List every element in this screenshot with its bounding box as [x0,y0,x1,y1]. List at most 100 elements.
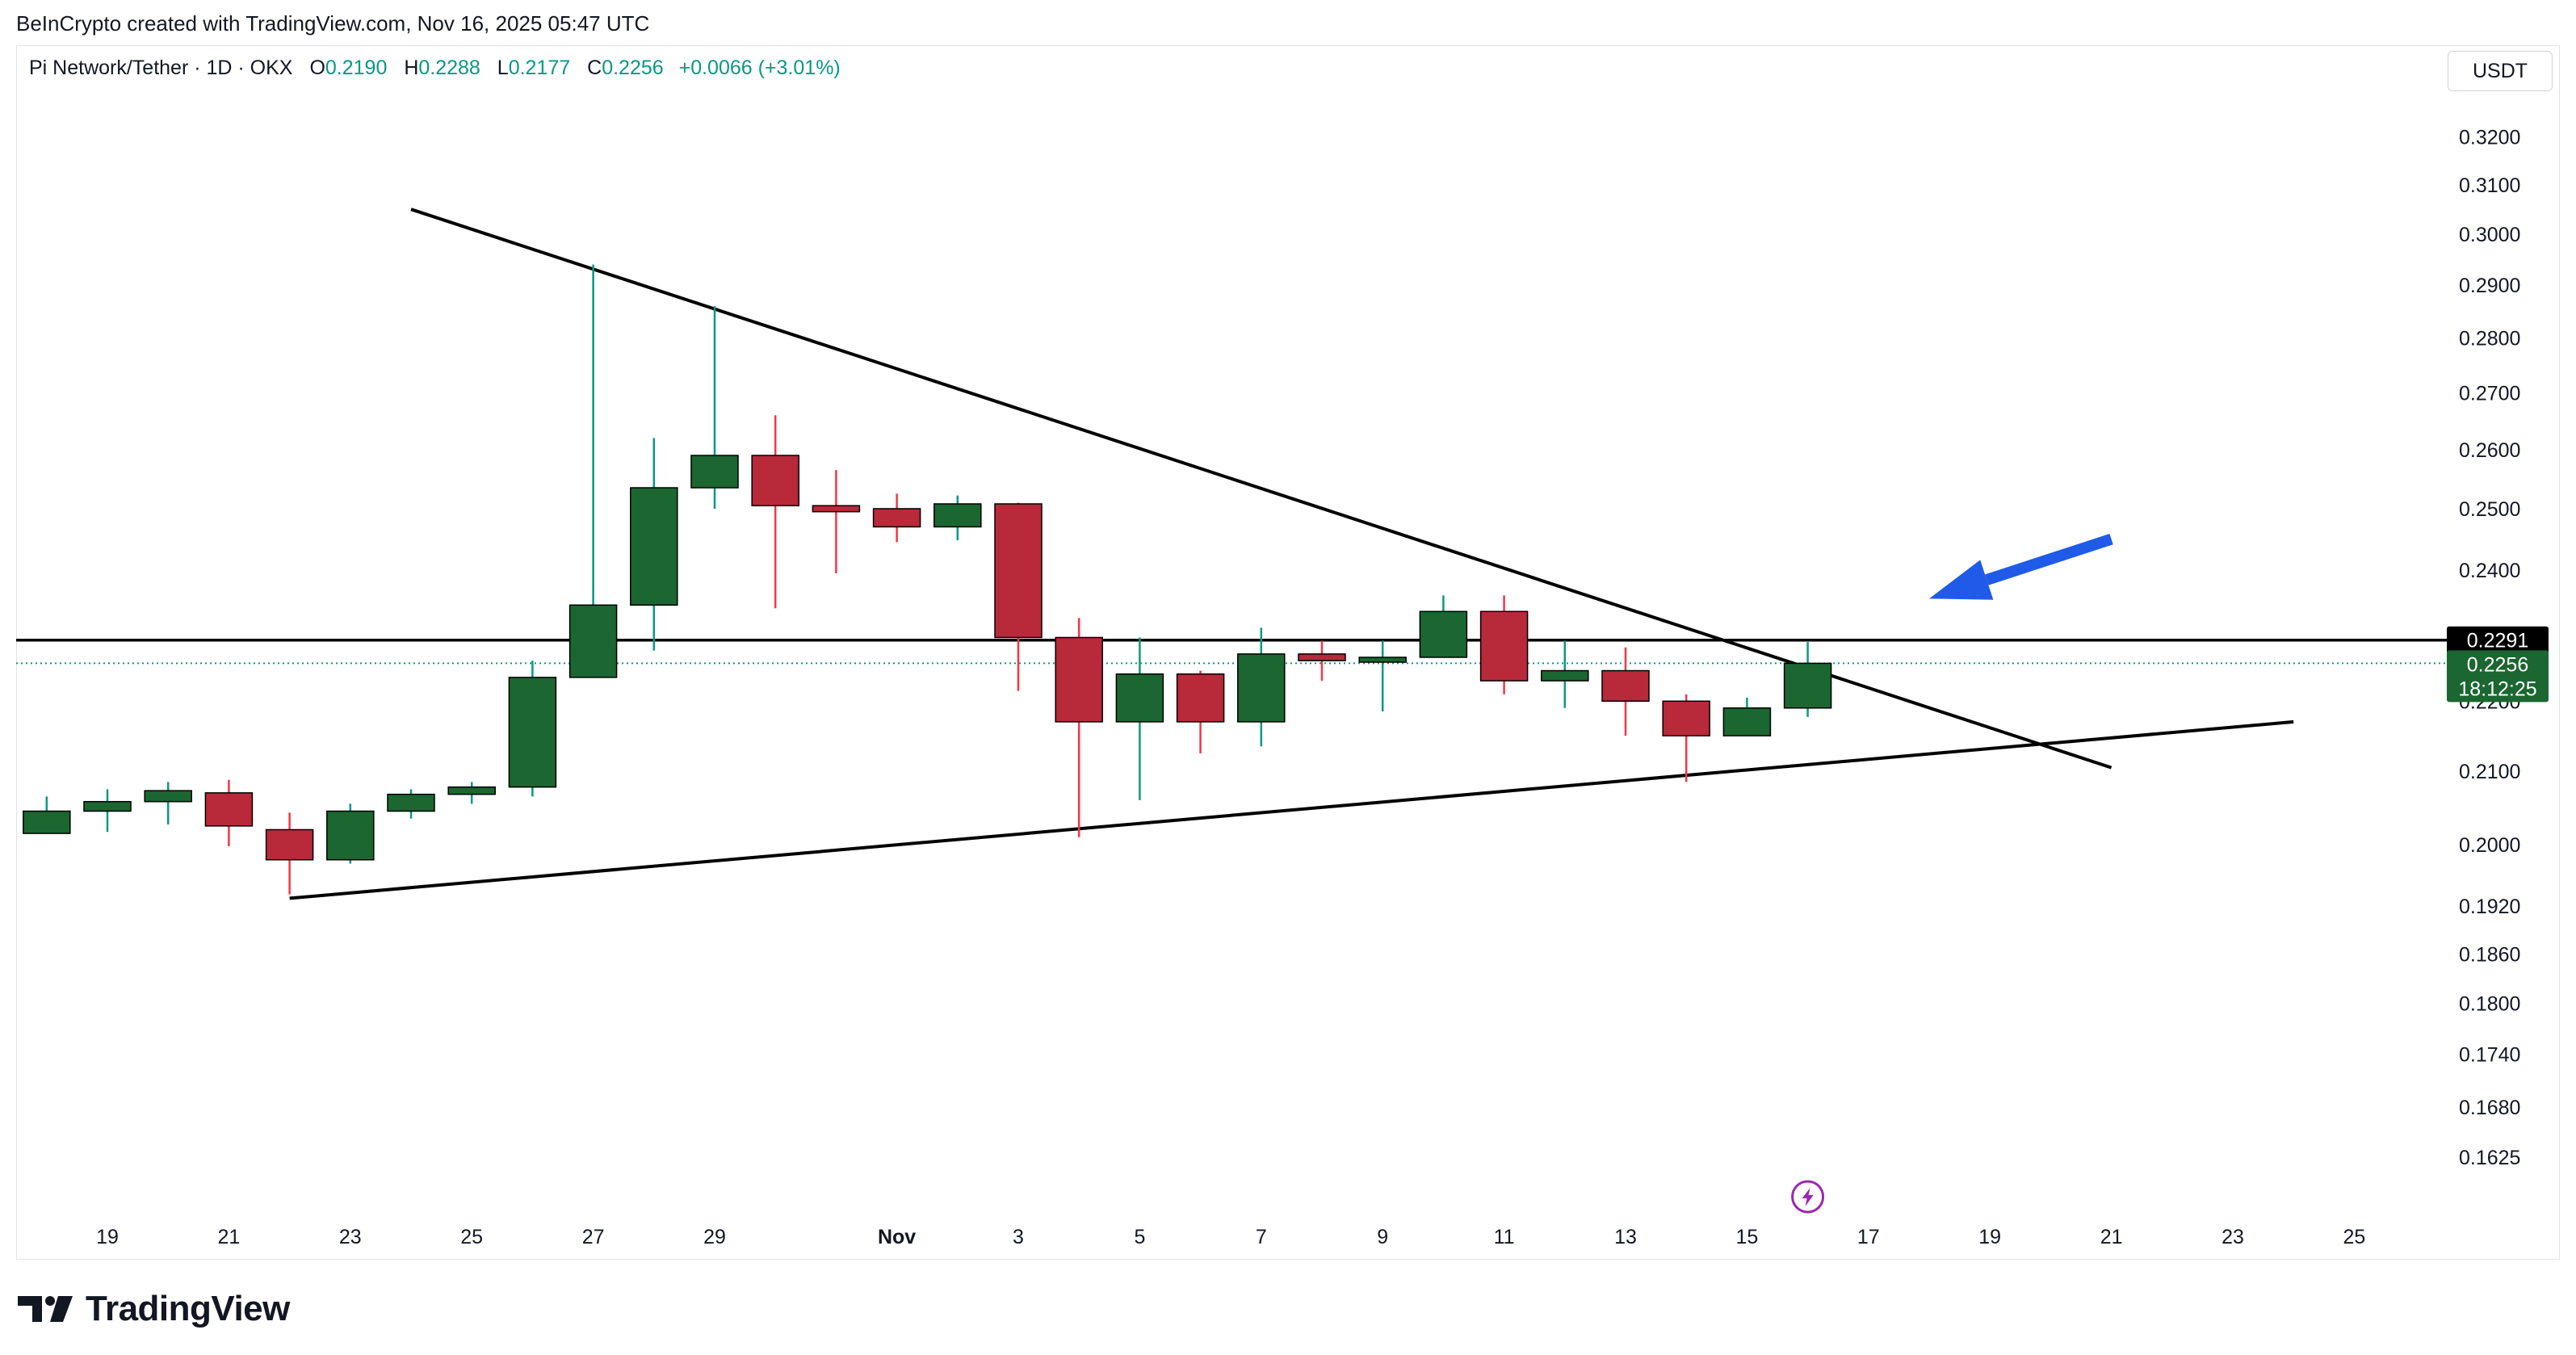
symbol-legend: Pi Network/Tether · 1D · OKX O0.2190 H 0.… [29,57,841,80]
legend-open-value: 0.2190 [325,57,388,79]
resistance-price-tag [2447,626,2549,654]
candle [630,438,678,651]
candle [1055,618,1103,837]
x-tick-label: 23 [2221,1226,2244,1248]
x-tick-label: 7 [1256,1226,1267,1248]
candle [1722,698,1772,736]
legend-symbol[interactable]: Pi Network/Tether · 1D · OKX [29,57,293,79]
y-tick-label: 0.2100 [2459,761,2520,783]
y-tick-label: 0.3000 [2459,224,2520,246]
y-tick-label: 0.2900 [2459,275,2520,297]
candle [387,789,435,819]
x-tick-label: 15 [1735,1226,1758,1248]
candle-body [1541,669,1589,682]
chart-frame [16,45,2560,1260]
y-tick-label: 0.2700 [2459,382,2520,405]
legend-open-label: O [309,57,325,79]
x-tick-label: 19 [1978,1226,2001,1248]
candle-body [1419,610,1468,658]
y-tick-label: 0.1920 [2459,896,2520,918]
y-tick-label: 0.1680 [2459,1097,2520,1119]
candle-body [1055,636,1103,723]
candle-body [265,829,314,861]
y-tick-label: 0.3200 [2459,127,2520,149]
candles [23,264,1832,895]
candle-body [690,455,739,489]
legend-close-label: C [587,57,602,79]
candle-body [83,800,132,812]
candle [1298,640,1346,682]
x-tick-label: 13 [1614,1226,1637,1248]
candle [83,789,132,833]
candle-body [447,786,496,795]
candle-body [933,503,982,528]
countdown-label: 18:12:25 [2458,678,2536,700]
candle-body [144,790,192,803]
candle [1541,640,1589,708]
tradingview-logo: TradingView [18,1289,290,1329]
time-axis[interactable]: 19 21 23 25 27 29 Nov 3 5 7 9 11 13 15 17 19 21 23 25 [96,1226,2365,1248]
candle [1479,595,1529,694]
candle [933,495,982,541]
tradingview-logo-icon [18,1296,73,1322]
candle [508,661,557,797]
y-tick-label: 0.1860 [2459,943,2520,966]
y-tick-label: 0.1800 [2459,992,2520,1015]
x-tick-label: Nov [878,1226,916,1248]
legend-close-value: 0.2256 [602,57,664,79]
candle [812,470,861,573]
y-tick-label: 0.2800 [2459,328,2520,350]
candle [447,782,496,804]
trendlines [289,208,2294,900]
x-tick-label: 23 [339,1226,362,1248]
candle-body [630,487,678,606]
y-tick-label: 0.2400 [2459,560,2520,582]
candle-body [1358,657,1407,663]
candle [144,782,192,824]
candle [1358,640,1407,712]
legend-low-label: L [497,57,509,79]
candle-body [1176,673,1225,723]
candle-body [1298,653,1346,661]
candle-body [751,455,799,506]
chart-credit: BeInCrypto created with TradingView.com,… [16,11,650,36]
resistance-price-label: 0.2291 [2467,630,2528,652]
x-tick-label: 17 [1857,1226,1880,1248]
x-tick-label: 27 [582,1226,605,1248]
x-tick-label: 19 [96,1226,119,1248]
x-tick-label: 9 [1377,1226,1388,1248]
x-tick-label: 25 [460,1226,483,1248]
candle-body [387,793,435,812]
candle [751,415,799,609]
candle [1176,670,1225,753]
candle [1662,694,1710,782]
lightning-icon[interactable] [1791,1180,1825,1214]
y-tick-label: 0.2600 [2459,439,2520,462]
candle-body [872,508,921,528]
price-axis[interactable]: 0.3200 0.3100 0.3000 0.2900 0.2800 0.2700 0.26… [2459,127,2520,1169]
candle-body [1601,669,1650,703]
x-tick-label: 21 [2100,1226,2123,1248]
candle [1601,647,1650,736]
candle [872,493,921,543]
x-tick-label: 21 [217,1226,240,1248]
y-tick-label: 0.2000 [2459,834,2520,857]
annotation-arrow [1929,533,2113,600]
candle-body [1783,662,1832,709]
x-tick-label: 25 [2343,1226,2365,1248]
candle-body [812,505,861,513]
currency-button[interactable]: USDT [2448,51,2553,91]
last-price-label: 0.2256 [2467,653,2528,676]
candle-body [568,604,618,678]
candle-body [23,810,71,834]
candle [1115,637,1164,800]
candle-body [1479,610,1529,682]
x-tick-label: 3 [1013,1226,1024,1248]
candle [1237,627,1286,747]
arrow-head [1929,560,1994,600]
x-tick-label: 5 [1134,1226,1145,1248]
candle-body [994,503,1043,639]
legend-high-label: H [404,57,419,79]
